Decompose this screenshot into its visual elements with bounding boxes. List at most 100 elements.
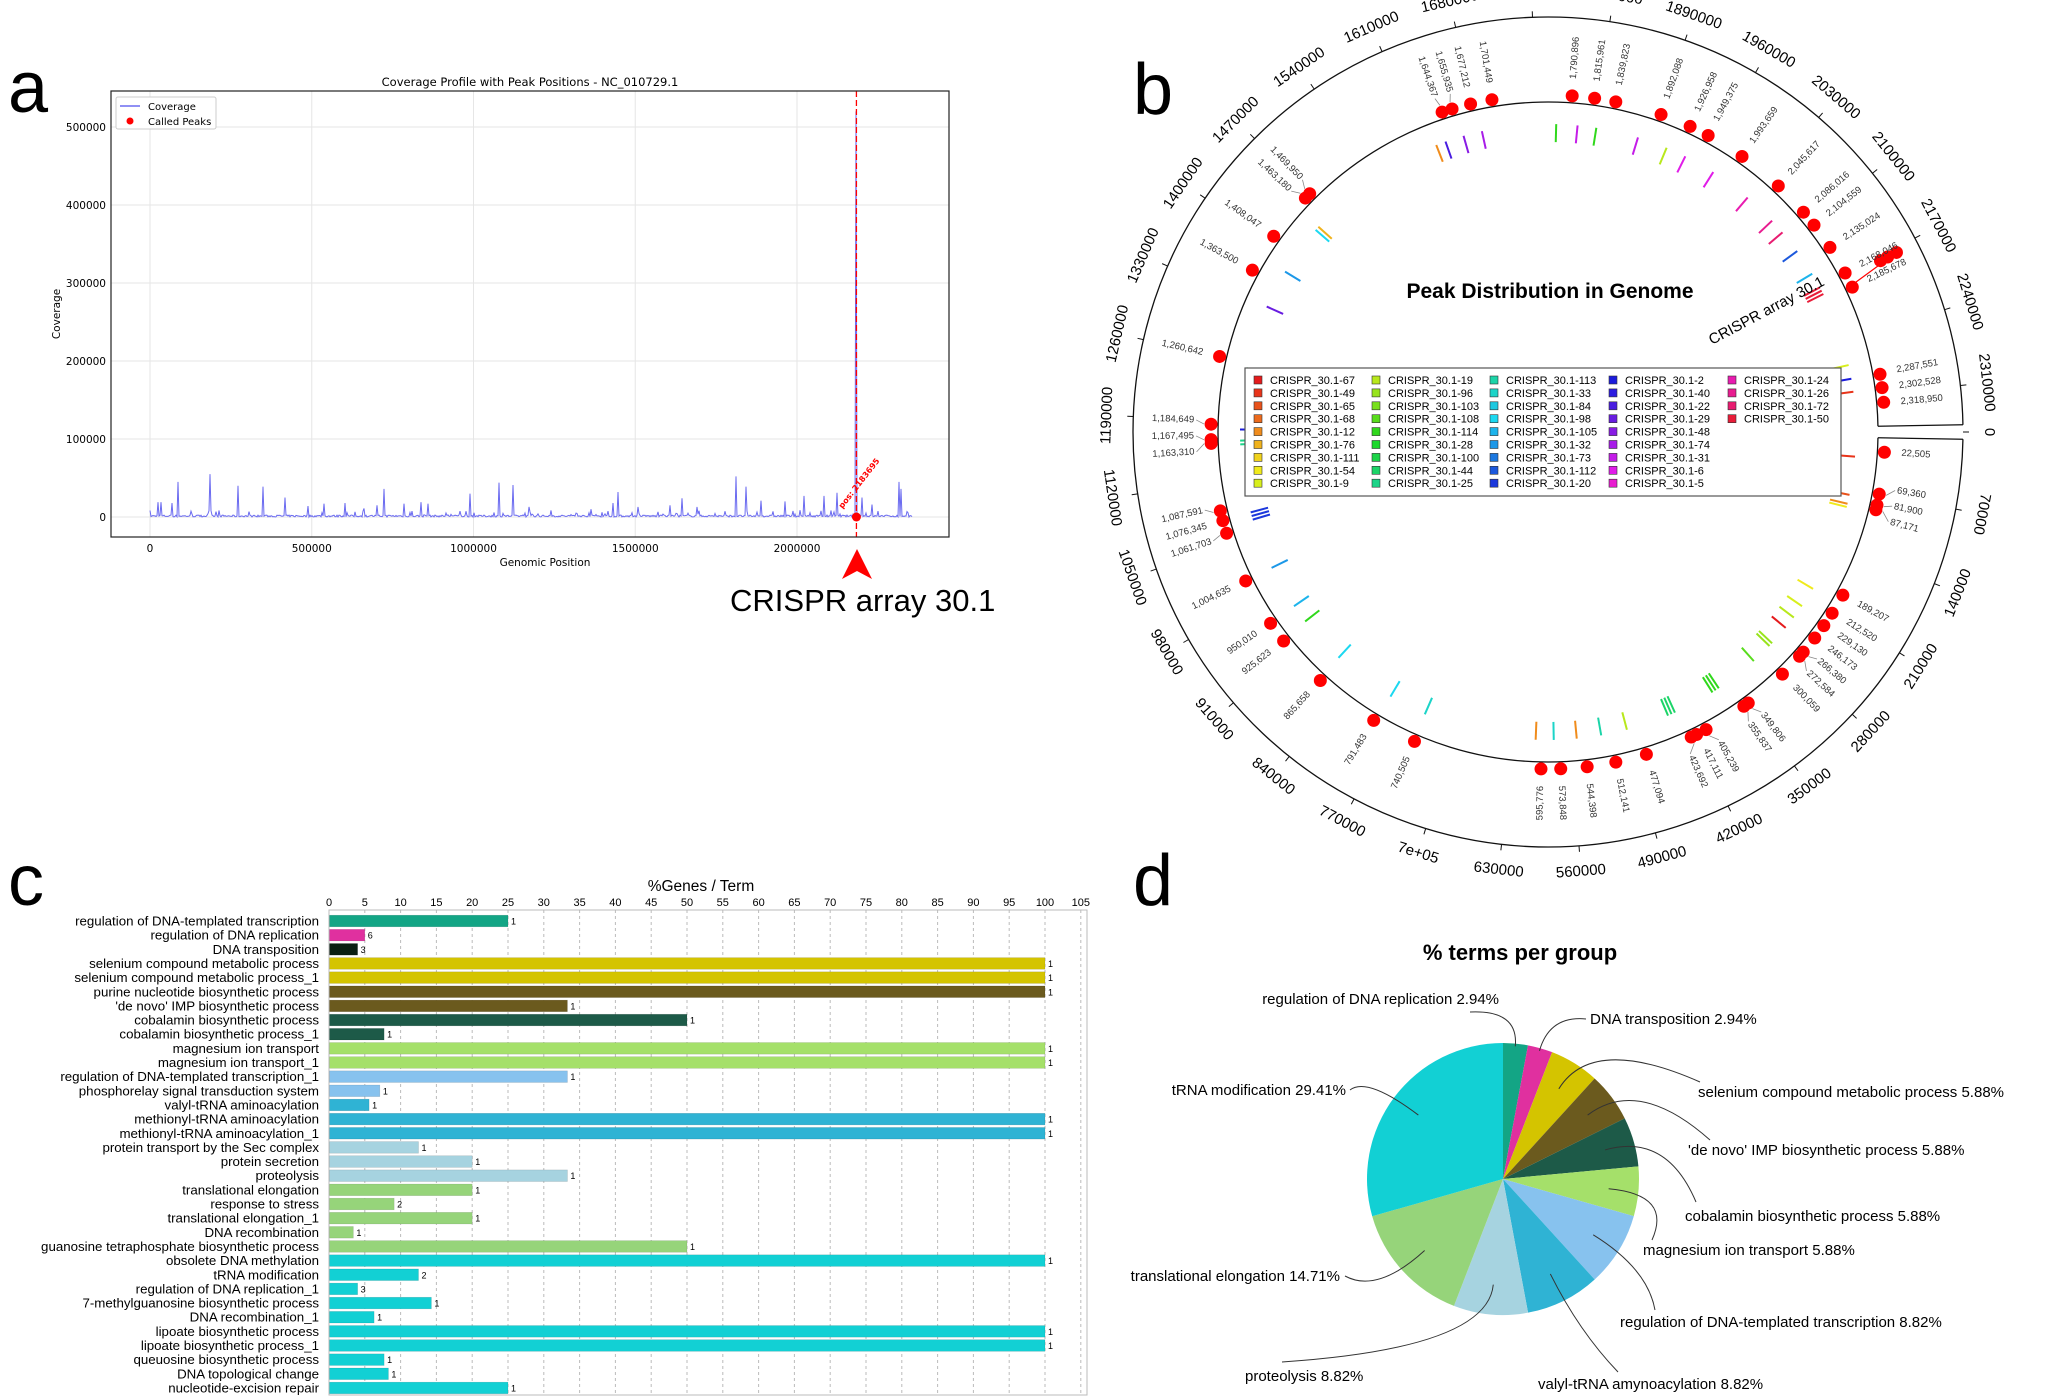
legend-peaks-swatch [126, 117, 134, 125]
axis-tick-label: 1330000 [1124, 225, 1163, 285]
crispr-mark [1284, 270, 1301, 282]
bar-count-label: 3 [361, 1284, 366, 1294]
bar-count-label: 1 [1048, 973, 1053, 983]
axis-tick [1654, 832, 1658, 839]
legend-label: CRISPR_30.1-54 [1270, 465, 1355, 477]
bar-row: DNA topological change 1 [177, 1366, 396, 1381]
axis-tick-label: 1890000 [1663, 0, 1724, 33]
bar-category-label: nucleotide-excision repair [168, 1380, 319, 1395]
crispr-mark [1658, 147, 1668, 165]
x-tick-label: 20 [466, 897, 478, 909]
legend-label: CRISPR_30.1-5 [1625, 478, 1704, 490]
x-tick-label: 15 [430, 897, 442, 909]
ring-gap-edge [1877, 424, 1963, 427]
x-tick-label: 100 [1036, 897, 1054, 909]
crispr-array-peak-dot [1889, 245, 1903, 259]
peak-dot [1204, 433, 1218, 447]
legend-label: CRISPR_30.1-44 [1388, 465, 1473, 477]
bar-row: nucleotide-excision repair 1 [168, 1380, 516, 1395]
legend-swatch [1371, 440, 1381, 449]
bar-category-label: translational elongation [182, 1182, 319, 1197]
axis-tick [1500, 844, 1503, 851]
axis-tick-label: 0 [1981, 428, 1998, 436]
legend-label: CRISPR_30.1-68 [1270, 414, 1355, 426]
crispr-mark [1704, 674, 1717, 691]
peak-label: 1,993,659 [1747, 105, 1780, 146]
crispr-mark [1444, 141, 1453, 159]
crispr-mark [1480, 130, 1487, 149]
bar [329, 1197, 395, 1211]
crispr-mark [1462, 135, 1470, 154]
pie-slice-label: translational elongation 14.71% [1131, 1268, 1340, 1285]
bar-row: cobalamin biosynthetic process_1 1 [119, 1027, 392, 1042]
x-tick-label: 35 [573, 897, 585, 909]
peak-label-leader [1752, 708, 1762, 713]
legend-item: CRISPR_30.1-32 [1489, 440, 1591, 452]
bar-row: purine nucleotide biosynthetic process 1 [94, 984, 1053, 999]
legend-label: CRISPR_30.1-74 [1625, 440, 1710, 452]
x-tick-label: 0 [147, 543, 154, 555]
bar-count-label: 1 [475, 1157, 480, 1167]
bar-category-label: phosphorelay signal transduction system [79, 1083, 319, 1098]
x-tick-label: 80 [896, 897, 908, 909]
peak-label: 1,926,958 [1692, 70, 1720, 113]
pie-slice [1503, 1166, 1639, 1217]
y-tick-label: 500000 [66, 122, 106, 134]
legend-label: CRISPR_30.1-32 [1506, 440, 1591, 452]
bar-category-label: DNA topological change [177, 1366, 319, 1381]
legend-swatch [1727, 401, 1737, 411]
bar [329, 1070, 568, 1083]
bar-row: DNA recombination 1 [204, 1225, 361, 1240]
bar [329, 1127, 1046, 1140]
legend-label: CRISPR_30.1-76 [1270, 440, 1355, 452]
crispr-mark [1707, 672, 1720, 689]
peak-label: 573,848 [1556, 786, 1568, 821]
bar [329, 1042, 1046, 1055]
bar [329, 1226, 354, 1239]
bar-category-label: regulation of DNA replication_1 [136, 1281, 319, 1296]
legend-item: CRISPR_30.1-108 [1371, 414, 1479, 426]
axis-tick [1350, 798, 1355, 805]
peak-label: 1,004,635 [1190, 584, 1233, 613]
legend-label: CRISPR_30.1-112 [1506, 465, 1596, 477]
bar-row: valyl-tRNA aminoacylation 1 [165, 1097, 378, 1112]
legend-swatch [1608, 465, 1618, 475]
bar-count-label: 1 [690, 1242, 695, 1252]
peak-dot [1435, 105, 1449, 119]
legend-swatch [1253, 427, 1263, 436]
bar-row: guanosine tetraphosphate biosynthetic pr… [41, 1239, 695, 1254]
axis-tick-label: 2100000 [1868, 129, 1918, 185]
bar-count-label: 1 [387, 1355, 392, 1365]
coverage-ylabel: Coverage [51, 289, 63, 339]
legend-swatch [1253, 465, 1263, 475]
bar-category-label: guanosine tetraphosphate biosynthetic pr… [41, 1239, 319, 1254]
bar-count-label: 1 [1048, 959, 1053, 969]
peak-dot [1869, 503, 1883, 517]
peak-dot [1580, 760, 1594, 774]
legend-item: CRISPR_30.1-50 [1727, 414, 1829, 426]
go-term-bar-chart: %Genes / Term 0 5 10 15 20 25 30 35 40 45 50 55 60 65… [41, 878, 1090, 1396]
crispr-mark [1782, 250, 1798, 263]
pie-leader-line [1592, 1234, 1656, 1311]
legend-swatch [1253, 440, 1263, 449]
crispr-legend-items: CRISPR_30.1-67CRISPR_30.1-49CRISPR_30.1-… [1253, 375, 1829, 490]
bar [329, 985, 1046, 998]
pie-slice-label: regulation of DNA-templated transcriptio… [1620, 1314, 1942, 1331]
peak-label-leader [1302, 179, 1306, 189]
bar [329, 1254, 1046, 1267]
bar [329, 1084, 381, 1097]
axis-tick [1684, 34, 1688, 41]
bar [329, 1155, 473, 1168]
bar-row: lipoate biosynthetic process 1 [156, 1324, 1053, 1339]
legend-swatch [1608, 388, 1618, 398]
bar-count-label: 1 [1048, 1115, 1053, 1125]
legend-item: CRISPR_30.1-20 [1489, 478, 1591, 490]
axis-tick [1755, 67, 1759, 73]
legend-item: CRISPR_30.1-72 [1727, 401, 1829, 413]
peak-label: 1,167,495 [1152, 430, 1194, 441]
bar-category-label: obsolete DNA methylation [166, 1253, 319, 1268]
legend-label: CRISPR_30.1-49 [1270, 388, 1355, 400]
bar [329, 1113, 1046, 1126]
axis-tick-label: 1820000 [1584, 0, 1644, 8]
peak-label: 2,318,950 [1900, 393, 1943, 408]
